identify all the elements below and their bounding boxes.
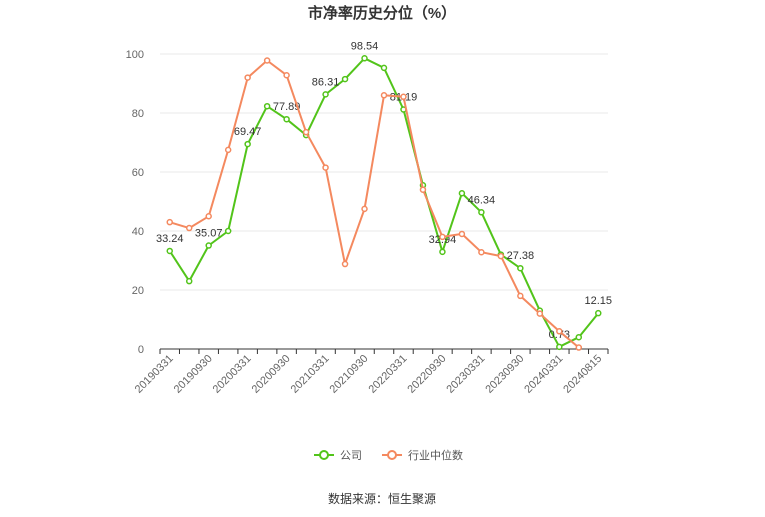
data-point	[244, 74, 251, 81]
x-tick-label: 20190331	[133, 353, 176, 396]
y-tick-label: 0	[138, 344, 144, 356]
data-point	[361, 55, 368, 62]
data-point	[185, 224, 193, 232]
legend-label: 行业中位数	[408, 448, 463, 462]
data-point	[263, 102, 271, 110]
data-label: 12.15	[584, 295, 612, 307]
series-1: 33.2435.0769.4777.8986.3198.5481.1932.94…	[156, 40, 612, 351]
data-label: 98.54	[351, 40, 379, 52]
data-point	[497, 252, 505, 260]
series-layer: 33.2435.0769.4777.8986.3198.5481.1932.94…	[156, 40, 612, 351]
y-tick-label: 100	[126, 49, 144, 61]
x-tick-label: 20210331	[289, 353, 332, 396]
y-tick-label: 20	[132, 285, 144, 297]
source-note: 数据来源：恒生聚源	[328, 491, 436, 506]
data-point	[205, 213, 212, 220]
data-label: 77.89	[273, 101, 301, 113]
data-point	[341, 75, 349, 83]
data-label: 27.38	[507, 250, 535, 262]
chart-title: 市净率历史分位（%）	[308, 4, 456, 22]
data-point	[185, 277, 193, 285]
data-point	[283, 115, 290, 123]
x-axis: 2019033120190930202003312020093020210331…	[133, 348, 609, 396]
data-point	[361, 205, 368, 213]
data-point	[380, 64, 388, 72]
data-point	[575, 333, 583, 341]
data-label: 35.07	[195, 228, 223, 240]
legend-item-2[interactable]: 行业中位数	[382, 448, 463, 462]
data-point	[322, 91, 329, 98]
series-line	[168, 57, 600, 348]
data-point	[322, 164, 329, 171]
data-point	[575, 344, 583, 351]
data-point	[595, 309, 602, 317]
y-axis: 0 20 40 60 80 100	[126, 49, 144, 356]
data-point	[166, 218, 173, 226]
x-tick-label: 20240815	[561, 353, 604, 396]
x-tick-label: 20200331	[211, 353, 254, 396]
data-point	[205, 242, 212, 249]
legend-marker	[319, 450, 329, 460]
data-point	[536, 310, 544, 317]
data-point	[419, 186, 427, 193]
legend-marker	[387, 450, 397, 460]
data-label: 86.31	[312, 76, 340, 88]
data-point	[302, 128, 310, 136]
legend-label: 公司	[340, 450, 362, 462]
x-tick-label: 20200930	[250, 353, 293, 396]
x-tick-label: 20190930	[172, 353, 215, 396]
x-tick-label: 20240331	[522, 353, 565, 396]
data-point	[517, 292, 524, 300]
data-point	[400, 93, 407, 101]
data-point	[439, 248, 446, 256]
data-point	[556, 328, 563, 335]
data-point	[263, 57, 271, 64]
data-label: 46.34	[468, 194, 496, 206]
data-point	[380, 92, 388, 99]
x-tick-label: 20210930	[328, 353, 371, 396]
y-tick-label: 80	[132, 108, 144, 120]
data-label: 33.24	[156, 233, 184, 245]
data-point	[458, 230, 466, 238]
data-point	[478, 248, 485, 256]
x-tick-label: 20220331	[366, 353, 409, 396]
data-point	[224, 146, 232, 154]
legend-item-1[interactable]: 公司	[314, 450, 362, 462]
data-point	[517, 264, 524, 272]
data-point	[439, 233, 446, 241]
x-tick-label: 20230930	[483, 353, 526, 396]
data-label: 69.47	[234, 126, 262, 138]
data-point	[556, 343, 563, 351]
x-tick-label: 20230331	[444, 353, 487, 396]
y-tick-label: 60	[132, 167, 144, 179]
data-point	[341, 260, 349, 268]
data-point	[166, 247, 173, 255]
series-2	[166, 57, 583, 351]
data-point	[244, 140, 251, 148]
legend[interactable]: 公司 行业中位数	[314, 448, 463, 462]
data-label: 0.73	[549, 329, 570, 341]
x-tick-label: 20220930	[405, 353, 448, 396]
data-point	[283, 71, 290, 79]
data-point	[458, 189, 466, 197]
data-point	[224, 227, 232, 235]
data-point	[478, 209, 485, 216]
y-tick-label: 40	[132, 226, 144, 238]
series-line	[169, 59, 580, 349]
